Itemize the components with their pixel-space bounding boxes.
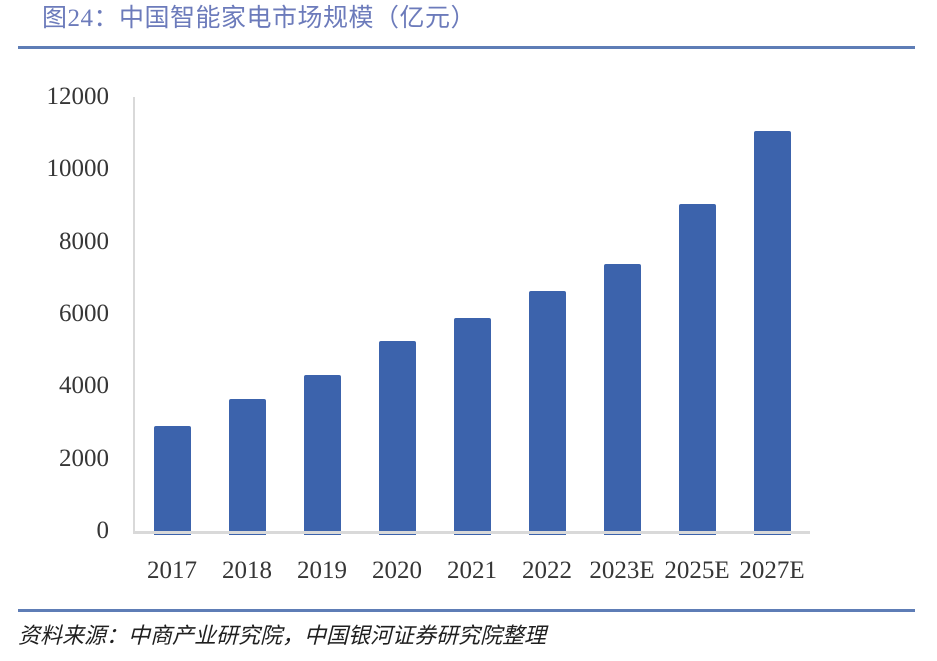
y-axis-line xyxy=(133,97,135,534)
y-tick-label-0: 0 xyxy=(96,517,110,544)
figure-title: 图24：中国智能家电市场规模（亿元） xyxy=(42,5,477,32)
x-tick-label-2021: 2021 xyxy=(447,557,497,584)
x-tick-label-2023E: 2023E xyxy=(589,557,655,584)
bar-2019 xyxy=(303,374,341,535)
x-tick-label-2017: 2017 xyxy=(147,557,197,584)
bar-2023E xyxy=(603,264,641,535)
y-tick-label-6000: 6000 xyxy=(59,300,109,327)
bar-2021 xyxy=(453,317,491,535)
y-tick-label-8000: 8000 xyxy=(59,227,109,255)
bar-2022 xyxy=(528,291,566,535)
x-tick-label-2025E: 2025E xyxy=(664,557,730,584)
y-tick-label-4000: 4000 xyxy=(59,372,109,400)
bar-2017 xyxy=(153,426,191,535)
y-tick-label-10000: 10000 xyxy=(46,155,110,183)
y-tick-label-12000: 12000 xyxy=(46,83,110,110)
bar-2027E xyxy=(753,130,791,535)
x-tick-label-2019: 2019 xyxy=(297,557,347,584)
y-tick-label-2000: 2000 xyxy=(59,444,109,472)
bar-2018 xyxy=(228,398,266,535)
x-tick-label-2022: 2022 xyxy=(522,557,572,584)
bar-2025E xyxy=(678,203,716,535)
x-axis-line xyxy=(133,531,810,534)
bar-2020 xyxy=(378,341,416,535)
title-divider xyxy=(18,46,915,49)
x-tick-label-2027E: 2027E xyxy=(739,557,805,584)
source-note: 资料来源：中商产业研究院，中国银河证券研究院整理 xyxy=(18,623,547,648)
footer-divider xyxy=(18,609,915,612)
x-tick-label-2018: 2018 xyxy=(222,557,272,584)
x-tick-label-2020: 2020 xyxy=(372,557,422,584)
